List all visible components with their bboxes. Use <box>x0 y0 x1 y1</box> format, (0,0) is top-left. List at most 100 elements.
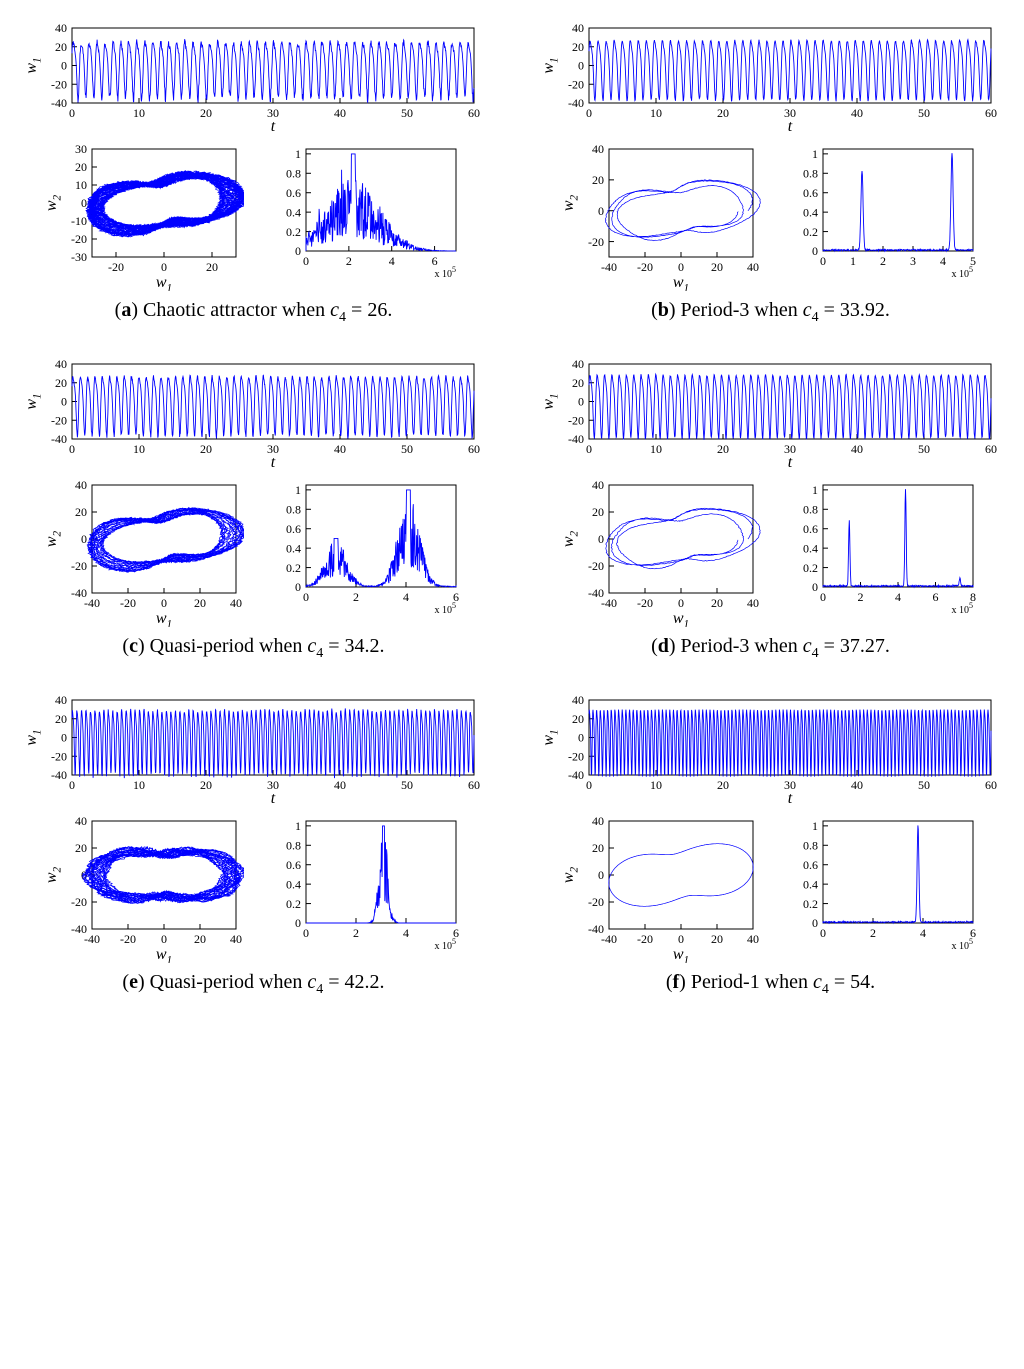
svg-text:0.8: 0.8 <box>286 502 301 516</box>
svg-text:50: 50 <box>401 106 413 120</box>
svg-text:20: 20 <box>711 932 723 946</box>
svg-text:0.6: 0.6 <box>286 186 301 200</box>
svg-text:0.8: 0.8 <box>286 838 301 852</box>
panel-a: 0102030405060-40-2002040tw1-20020-30-20-… <box>10 20 497 326</box>
svg-text:-20: -20 <box>637 932 653 946</box>
panel-caption: (a) Chaotic attractor when c4 = 26. <box>115 299 393 326</box>
phase-plot: -40-2002040-40-2002040w1w2 <box>561 813 761 963</box>
svg-text:w1: w1 <box>155 946 171 963</box>
svg-text:20: 20 <box>200 442 212 456</box>
svg-text:0: 0 <box>678 260 684 274</box>
panel-caption: (d) Period-3 when c4 = 37.27. <box>651 635 890 662</box>
svg-text:0: 0 <box>820 254 826 268</box>
sub-row: -20020-30-20-100102030w1w2024600.20.40.6… <box>44 141 464 291</box>
svg-text:t: t <box>787 790 792 807</box>
svg-text:0: 0 <box>69 106 75 120</box>
svg-text:0: 0 <box>303 254 309 268</box>
svg-text:0: 0 <box>161 260 167 274</box>
svg-text:40: 40 <box>572 357 584 371</box>
phase-plot: -40-2002040-2002040w1w2 <box>561 141 761 291</box>
svg-text:-20: -20 <box>588 895 604 909</box>
panel-b: 0102030405060-40-2002040tw1-40-2002040-2… <box>527 20 1014 326</box>
svg-text:0: 0 <box>586 778 592 792</box>
svg-text:4: 4 <box>940 254 946 268</box>
panel-caption: (b) Period-3 when c4 = 33.92. <box>651 299 890 326</box>
svg-text:0: 0 <box>578 731 584 745</box>
svg-text:4: 4 <box>403 590 409 604</box>
svg-text:0: 0 <box>586 442 592 456</box>
svg-text:20: 20 <box>717 778 729 792</box>
svg-text:20: 20 <box>572 376 584 390</box>
svg-text:20: 20 <box>55 376 67 390</box>
panel-caption: (c) Quasi-period when c4 = 34.2. <box>122 635 384 662</box>
svg-text:0.2: 0.2 <box>286 561 301 575</box>
phase-plot: -20020-30-20-100102030w1w2 <box>44 141 244 291</box>
svg-text:0: 0 <box>161 932 167 946</box>
svg-text:10: 10 <box>650 442 662 456</box>
svg-text:20: 20 <box>194 932 206 946</box>
svg-text:x 105: x 105 <box>951 265 973 280</box>
svg-text:w1: w1 <box>672 274 688 291</box>
svg-text:10: 10 <box>133 106 145 120</box>
svg-text:0: 0 <box>678 596 684 610</box>
svg-text:10: 10 <box>75 178 87 192</box>
svg-text:20: 20 <box>206 260 218 274</box>
svg-text:t: t <box>270 118 275 135</box>
svg-text:-40: -40 <box>51 432 67 446</box>
svg-text:40: 40 <box>334 778 346 792</box>
svg-text:60: 60 <box>468 778 480 792</box>
svg-text:w1: w1 <box>541 393 560 409</box>
svg-text:0.2: 0.2 <box>803 561 818 575</box>
phase-plot: -40-2002040-40-2002040w1w2 <box>44 813 244 963</box>
svg-text:10: 10 <box>133 778 145 792</box>
sub-row: -40-2002040-40-2002040w1w2024600.20.40.6… <box>561 813 981 963</box>
svg-text:60: 60 <box>468 442 480 456</box>
svg-text:0.4: 0.4 <box>286 205 301 219</box>
svg-text:w1: w1 <box>672 610 688 627</box>
svg-text:4: 4 <box>920 926 926 940</box>
svg-text:10: 10 <box>650 778 662 792</box>
svg-text:1: 1 <box>295 819 301 833</box>
svg-text:30: 30 <box>75 142 87 156</box>
svg-text:1: 1 <box>850 254 856 268</box>
svg-text:40: 40 <box>592 478 604 492</box>
svg-text:20: 20 <box>592 505 604 519</box>
svg-text:2: 2 <box>870 926 876 940</box>
svg-text:20: 20 <box>572 40 584 54</box>
svg-text:2: 2 <box>345 254 351 268</box>
svg-text:0.8: 0.8 <box>803 502 818 516</box>
svg-text:4: 4 <box>388 254 394 268</box>
svg-text:-20: -20 <box>637 260 653 274</box>
panel-d: 0102030405060-40-2002040tw1-40-2002040-4… <box>527 356 1014 662</box>
svg-text:40: 40 <box>230 932 242 946</box>
svg-text:40: 40 <box>851 442 863 456</box>
svg-text:0: 0 <box>303 590 309 604</box>
svg-text:t: t <box>270 790 275 807</box>
svg-text:2: 2 <box>857 590 863 604</box>
svg-text:40: 40 <box>75 814 87 828</box>
svg-text:w1: w1 <box>155 274 171 291</box>
svg-text:0: 0 <box>81 532 87 546</box>
panel-c: 0102030405060-40-2002040tw1-40-2002040-4… <box>10 356 497 662</box>
svg-text:40: 40 <box>572 21 584 35</box>
svg-text:20: 20 <box>55 40 67 54</box>
svg-text:-20: -20 <box>71 895 87 909</box>
svg-text:20: 20 <box>592 841 604 855</box>
svg-text:-20: -20 <box>568 413 584 427</box>
svg-text:w2: w2 <box>561 194 580 211</box>
svg-text:-20: -20 <box>120 932 136 946</box>
svg-text:0.8: 0.8 <box>286 166 301 180</box>
svg-text:1: 1 <box>812 819 818 833</box>
svg-text:0: 0 <box>303 926 309 940</box>
svg-text:0.2: 0.2 <box>803 897 818 911</box>
svg-text:40: 40 <box>55 357 67 371</box>
svg-text:0: 0 <box>578 395 584 409</box>
svg-text:-20: -20 <box>637 596 653 610</box>
svg-text:w2: w2 <box>561 530 580 547</box>
svg-text:50: 50 <box>401 442 413 456</box>
svg-text:0: 0 <box>598 868 604 882</box>
svg-text:0: 0 <box>812 244 818 258</box>
svg-text:-40: -40 <box>568 432 584 446</box>
svg-text:0: 0 <box>161 596 167 610</box>
svg-text:-20: -20 <box>568 749 584 763</box>
